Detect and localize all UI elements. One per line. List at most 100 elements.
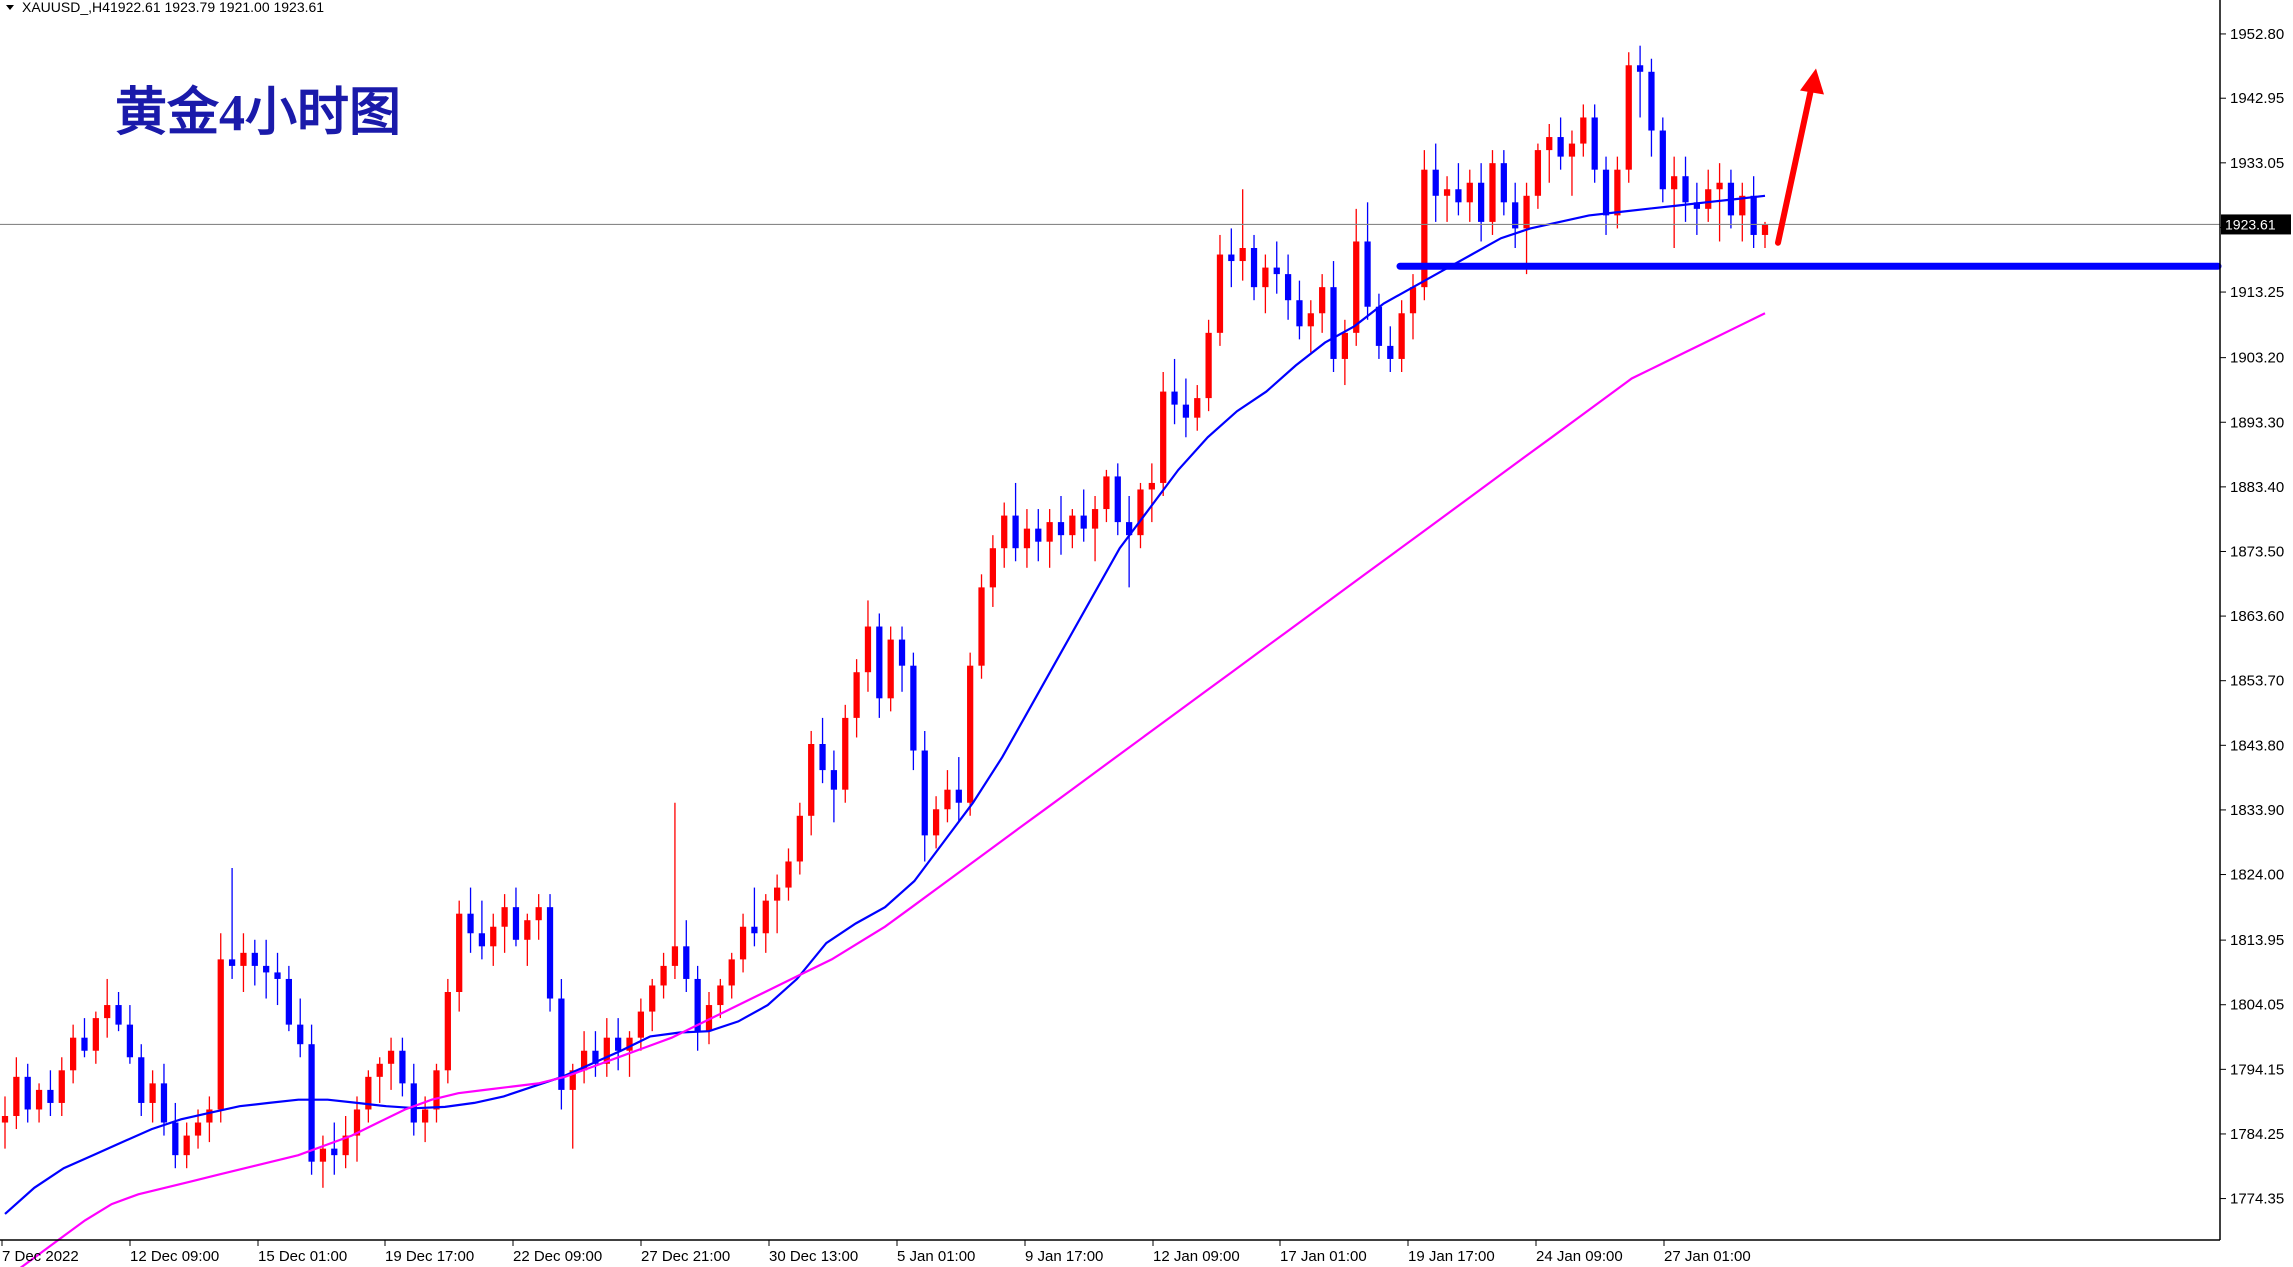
candle-body xyxy=(331,1148,338,1156)
y-tick-label: 1903.20 xyxy=(2230,350,2284,367)
candle-body xyxy=(1194,398,1201,418)
candle-body xyxy=(1693,202,1700,209)
candle-body xyxy=(1557,137,1564,157)
candle-body xyxy=(842,717,849,790)
y-tick-label: 1913.25 xyxy=(2230,284,2284,301)
candle-body xyxy=(263,965,270,973)
candle-body xyxy=(887,639,894,699)
price-tag-label: 1923.61 xyxy=(2225,216,2276,232)
candle-body xyxy=(1455,189,1462,203)
candle-body xyxy=(1160,391,1167,483)
candle-body xyxy=(240,952,247,966)
x-tick-label: 7 Dec 2022 xyxy=(2,1248,79,1265)
candle-body xyxy=(910,665,917,751)
candle-body xyxy=(808,744,815,816)
candle-body xyxy=(308,1044,315,1162)
y-tick-label: 1833.90 xyxy=(2230,802,2284,819)
candle-body xyxy=(387,1050,395,1064)
candle-body xyxy=(1648,71,1655,131)
y-tick-label: 1794.15 xyxy=(2230,1061,2284,1078)
y-tick-label: 1952.80 xyxy=(2230,26,2284,43)
candle-body xyxy=(1761,224,1769,235)
candle-body xyxy=(864,626,872,673)
candle-body xyxy=(1421,169,1428,288)
candle-body xyxy=(467,913,474,934)
candle-body xyxy=(932,809,940,836)
candle-body xyxy=(1466,182,1473,203)
candle-body xyxy=(1387,345,1394,359)
candle-body xyxy=(1126,522,1133,536)
y-tick-label: 1784.25 xyxy=(2230,1126,2284,1143)
candle-body xyxy=(1046,522,1053,542)
candle-body xyxy=(149,1083,156,1103)
candle-body xyxy=(546,907,554,999)
x-tick-label: 27 Dec 21:00 xyxy=(641,1248,730,1265)
candle-body xyxy=(1171,391,1178,405)
candle-body xyxy=(353,1109,361,1136)
candle-body xyxy=(1625,65,1632,170)
collapse-triangle-icon[interactable] xyxy=(6,5,14,10)
candle-body xyxy=(490,926,497,947)
candle-body xyxy=(751,926,758,934)
candle-body xyxy=(1409,287,1417,314)
candle-body xyxy=(512,907,520,940)
candle-body xyxy=(683,946,690,979)
candle-body xyxy=(1443,189,1451,196)
candle-body xyxy=(592,1050,599,1064)
candle-body xyxy=(830,770,838,790)
candle-body xyxy=(853,672,860,718)
x-tick-label: 30 Dec 13:00 xyxy=(769,1248,858,1265)
candle-body xyxy=(24,1076,31,1110)
candle-body xyxy=(967,665,974,803)
candle-body xyxy=(70,1037,77,1071)
x-tick-label: 19 Jan 17:00 xyxy=(1408,1248,1495,1265)
candle-body xyxy=(1512,202,1519,229)
candle-body xyxy=(1069,515,1076,536)
candle-body xyxy=(1659,130,1666,190)
candle-body xyxy=(13,1076,20,1116)
candle-body xyxy=(172,1122,179,1156)
candle-body xyxy=(1080,515,1087,529)
y-tick-label: 1804.05 xyxy=(2230,997,2284,1014)
candle-body xyxy=(35,1089,43,1110)
candle-body xyxy=(1478,182,1485,222)
candle-body xyxy=(637,1011,644,1038)
x-tick-label: 12 Dec 09:00 xyxy=(130,1248,219,1265)
candle-body xyxy=(376,1063,383,1077)
y-tick-label: 1853.70 xyxy=(2230,673,2284,690)
chart-title: 黄金4小时图 xyxy=(115,84,401,142)
candle-body xyxy=(342,1135,349,1156)
arrow-head-icon xyxy=(1800,68,1824,95)
candle-body xyxy=(921,750,928,836)
candle-body xyxy=(297,1024,304,1045)
candle-body xyxy=(115,1005,122,1025)
candle-body xyxy=(501,907,508,927)
candle-body xyxy=(558,998,565,1090)
annotation-layer xyxy=(0,68,2222,270)
candle-body xyxy=(1273,267,1280,275)
candle-body xyxy=(1432,169,1439,196)
candle-body xyxy=(81,1037,88,1051)
candle-body xyxy=(126,1024,134,1058)
candle-body xyxy=(1739,195,1746,216)
candle-body xyxy=(1205,332,1212,399)
candle-body xyxy=(649,985,656,1012)
candle-body xyxy=(206,1109,213,1123)
y-tick-label: 1873.50 xyxy=(2230,543,2284,560)
candle-body xyxy=(1,1116,9,1123)
candle-body xyxy=(1671,176,1678,190)
x-tick-label: 5 Jan 01:00 xyxy=(897,1248,975,1265)
candle-body xyxy=(319,1148,327,1162)
candle-body xyxy=(217,959,224,1110)
x-tick-label: 27 Jan 01:00 xyxy=(1664,1248,1751,1265)
ma-slow-line xyxy=(19,312,1766,1267)
candle-body xyxy=(762,900,769,934)
candle-body xyxy=(1137,489,1144,536)
candle-body xyxy=(1307,313,1314,327)
candle-body xyxy=(739,926,747,960)
candle-body xyxy=(160,1083,168,1123)
candle-body xyxy=(1353,241,1360,333)
